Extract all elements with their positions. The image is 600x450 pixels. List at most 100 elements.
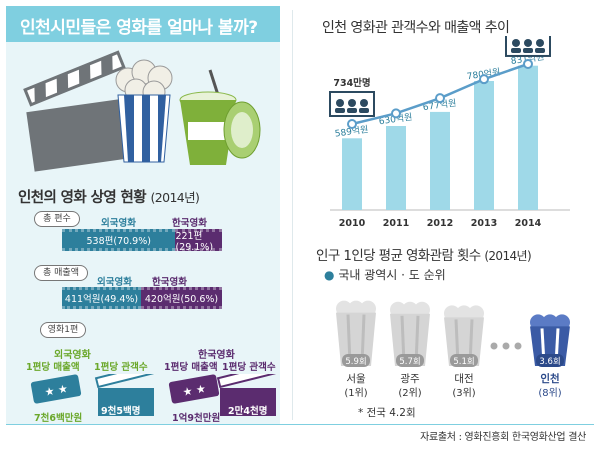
per-capita-title: 인구 1인당 평균 영화관람 횟수 (2014년): [316, 244, 532, 264]
popcorn-kernel-icon: [554, 314, 570, 331]
capita-value-badge-대전: [450, 354, 478, 367]
popcorn-kernel-icon: [530, 314, 546, 331]
cinema-illustration: [23, 50, 261, 172]
pill-total-sales: 총 매출액: [34, 265, 88, 281]
capita-city-인천: 인천: [540, 372, 559, 385]
trend-bar-2011: [386, 126, 406, 210]
source-note: 자료출처 : 영화진흥회 한국영화산업 결산: [420, 432, 586, 443]
trend-point-2012: [435, 93, 445, 104]
popcorn-kernel-icon: [456, 305, 472, 322]
trend-chart: 589억원2010630억원2011677억원2012780억원2013831억…: [329, 36, 570, 229]
popcorn-icon: [115, 59, 173, 163]
capita-city-대전: 대전: [454, 373, 473, 385]
capita-rank-인천: (8위): [538, 386, 561, 399]
trend-callout-first-label: 734만명: [333, 77, 370, 89]
popcorn-kernel-icon: [414, 301, 430, 318]
trend-bar-2010: [342, 138, 362, 210]
trend-point-2011: [391, 108, 401, 119]
trend-year-2014: 2014: [515, 218, 542, 229]
trend-callout-last-person-icon: [512, 38, 520, 47]
trend-callout-first-person-icon: [348, 99, 356, 107]
per-capita-subtitle: 국내 광역시 · 도 순위: [338, 268, 446, 282]
popcorn-kernel-icon: [390, 301, 406, 318]
panel-divider: [292, 10, 293, 420]
capita-value-대전: 5.1회: [453, 357, 474, 367]
per-film-foreign-sales-value: 7천6백만원: [34, 413, 83, 424]
trend-year-2010: 2010: [339, 218, 366, 229]
clapperboard-icon: [23, 50, 134, 172]
per-capita-title-year: (2014년): [484, 249, 532, 263]
sales-korean-label: 한국영화: [152, 277, 187, 288]
trend-callout-last-person-icon: [524, 38, 532, 47]
capita-rank-대전: (3위): [452, 386, 475, 399]
capita-rank-광주: (2위): [398, 386, 421, 399]
trend-callout-first-person-body: [335, 108, 345, 113]
trend-callout-first: 734만명: [329, 77, 375, 117]
sales-foreign-segment: 411억원(49.4%): [62, 287, 142, 309]
sales-korean-segment: 420억원(50.6%): [141, 287, 222, 309]
trend-bar-2012: [430, 111, 450, 210]
trend-title: 인천 영화관 관객수와 매출액 추이: [322, 20, 510, 36]
capita-value-인천: 3.6회: [539, 357, 560, 367]
popcorn-kernel-icon: [468, 305, 484, 322]
popcorn-kernel-icon: [542, 314, 558, 331]
trend-year-2011: 2011: [383, 218, 409, 229]
popcorn-kernel-icon: [444, 305, 460, 322]
trend-bar-2014: [518, 65, 538, 210]
page-title-box: 인천시민들은 영화를 얼마나 볼까?: [6, 6, 280, 42]
screening-title-year: (2014년): [150, 190, 200, 205]
screening-title-text: 인천의 영화 상영 현황: [18, 190, 147, 206]
per-capita-title-text: 인구 1인당 평균 영화관람 횟수: [316, 248, 481, 264]
count-korean-label: 한국영화: [172, 218, 207, 229]
capita-city-광주: 광주: [400, 373, 420, 385]
footer-divider: [6, 424, 594, 425]
trend-point-2010: [347, 119, 357, 129]
page-title: 인천시민들은 영화를 얼마나 볼까?: [20, 18, 258, 38]
trend-year-2013: 2013: [471, 218, 497, 229]
capita-value-서울: 5.9회: [345, 357, 366, 367]
trend-callout-first-person-icon: [336, 99, 344, 107]
trend-callout-last-person-icon: [536, 38, 544, 47]
per-film-korean-sales-value: 1억9천만원: [172, 413, 221, 424]
count-korean-segment: 221편(29.1%): [175, 229, 222, 253]
popcorn-kernel-icon: [402, 301, 418, 318]
count-split-bar: 538편(70.9%) 221편(29.1%): [62, 229, 222, 253]
capita-value-badge-인천: [536, 354, 564, 367]
clapper-icon-korean: [216, 374, 276, 416]
per-film-foreign-aud-value: 9천5백명: [101, 406, 141, 417]
trend-callout-first-person-icon: [360, 99, 368, 107]
trend-callout-first-person-body: [347, 108, 357, 113]
trend-point-2013: [479, 74, 489, 85]
trend-bar-2013: [474, 81, 494, 210]
national-average-note: * 전국 4.2회: [358, 407, 416, 419]
pill-per-film: 영화1편: [40, 322, 86, 338]
trend-point-2014: [523, 58, 533, 69]
per-film-korean-sales-label: 1편당 매출액: [164, 362, 218, 373]
sales-split-bar: 411억원(49.4%) 420억원(50.6%): [62, 287, 222, 309]
per-film-korean-name: 한국영화: [198, 350, 235, 361]
ellipsis-dot-icon: [490, 342, 498, 350]
ellipsis-dot-icon: [514, 342, 522, 350]
capita-city-서울: 서울: [346, 373, 366, 385]
count-foreign-label: 외국영화: [101, 218, 136, 229]
per-film-foreign-aud-label: 1편당 관객수: [94, 362, 148, 373]
capita-value-badge-광주: [396, 354, 424, 367]
bullet-dot-icon: ●: [324, 268, 335, 282]
trend-callout-last-person-body: [511, 47, 521, 53]
trend-year-2012: 2012: [427, 218, 453, 229]
capita-value-badge-서울: [342, 354, 370, 367]
clapper-icon-foreign: [94, 374, 154, 416]
capita-rank-서울: (1위): [344, 386, 367, 399]
count-foreign-segment: 538편(70.9%): [62, 229, 176, 251]
svg-text:★ ★: ★ ★: [182, 382, 207, 399]
ellipsis-dot-icon: [502, 342, 510, 350]
trend-callout-last-person-body: [535, 47, 545, 53]
ticket-icon-korean: ★ ★: [168, 374, 220, 404]
sales-foreign-label: 외국영화: [97, 277, 132, 288]
per-film-foreign-name: 외국영화: [54, 350, 91, 361]
trend-callout-last-person-body: [523, 47, 533, 53]
